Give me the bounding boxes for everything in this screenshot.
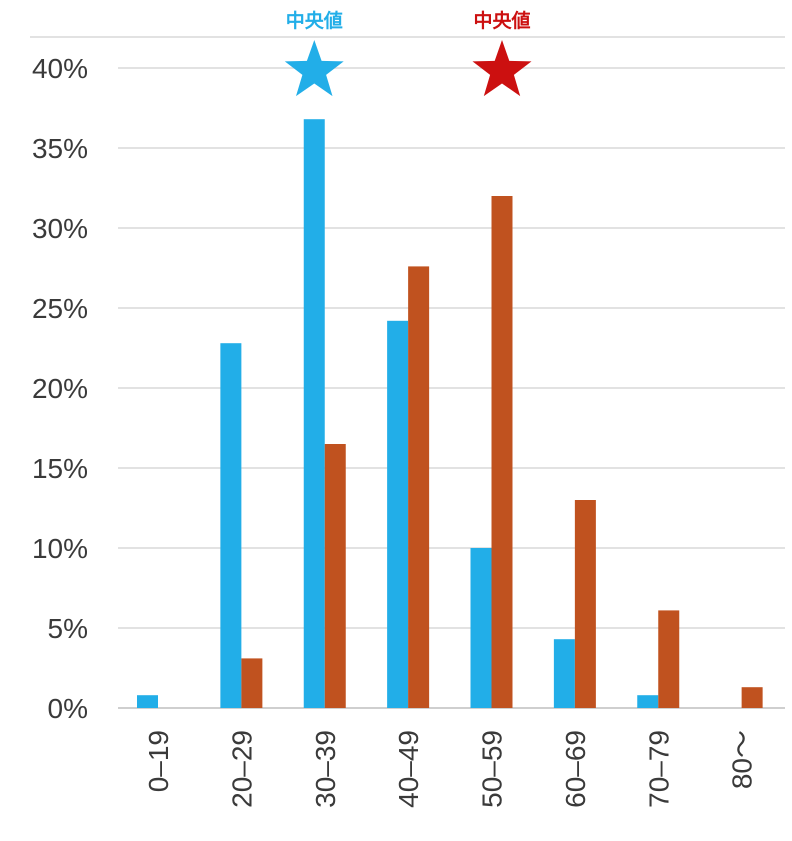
bar-series-1-5 <box>554 639 575 708</box>
x-tick-label: 30–39 <box>310 730 341 808</box>
y-tick-label: 20% <box>32 373 88 404</box>
y-tick-label: 40% <box>32 53 88 84</box>
x-tick-label: 70–79 <box>643 730 674 808</box>
y-tick-label: 30% <box>32 213 88 244</box>
x-tick-label: 60–69 <box>560 730 591 808</box>
median-label: 中央値 <box>473 9 530 32</box>
x-axis-tick-labels: 0–19 20–29 30–39 40–49 50–59 60–69 70–79 80～ <box>143 730 758 808</box>
x-tick-label: 20–29 <box>226 730 257 808</box>
y-tick-label: 5% <box>48 613 88 644</box>
y-tick-label: 25% <box>32 293 88 324</box>
x-tick-label: 50–59 <box>477 730 508 808</box>
bars <box>137 119 763 708</box>
y-tick-label: 10% <box>32 533 88 564</box>
y-tick-label: 0% <box>48 693 88 724</box>
bar-series-1-1 <box>220 343 241 708</box>
bar-series-1-6 <box>637 695 658 708</box>
y-tick-label: 35% <box>32 133 88 164</box>
bar-series-2-7 <box>742 687 763 708</box>
median-annotations: 中央値 中央値 <box>285 9 532 96</box>
bar-series-2-1 <box>241 658 262 708</box>
y-tick-label: 15% <box>32 453 88 484</box>
star-icon <box>285 40 344 96</box>
median-label: 中央値 <box>286 9 343 32</box>
bar-series-2-5 <box>575 500 596 708</box>
star-icon <box>473 40 532 96</box>
bar-series-2-6 <box>658 610 679 708</box>
y-axis-tick-labels: 0% 5% 10% 15% 20% 25% 30% 35% 40% <box>32 53 88 724</box>
bar-series-1-2 <box>304 119 325 708</box>
bar-series-1-3 <box>387 321 408 708</box>
x-tick-label: 40–49 <box>393 730 424 808</box>
bar-series-1-4 <box>471 548 492 708</box>
x-tick-label: 80～ <box>727 730 758 789</box>
x-tick-label: 0–19 <box>143 730 174 792</box>
bar-series-2-3 <box>408 266 429 708</box>
bar-series-2-4 <box>492 196 513 708</box>
bar-series-2-2 <box>325 444 346 708</box>
bar-series-1-0 <box>137 695 158 708</box>
